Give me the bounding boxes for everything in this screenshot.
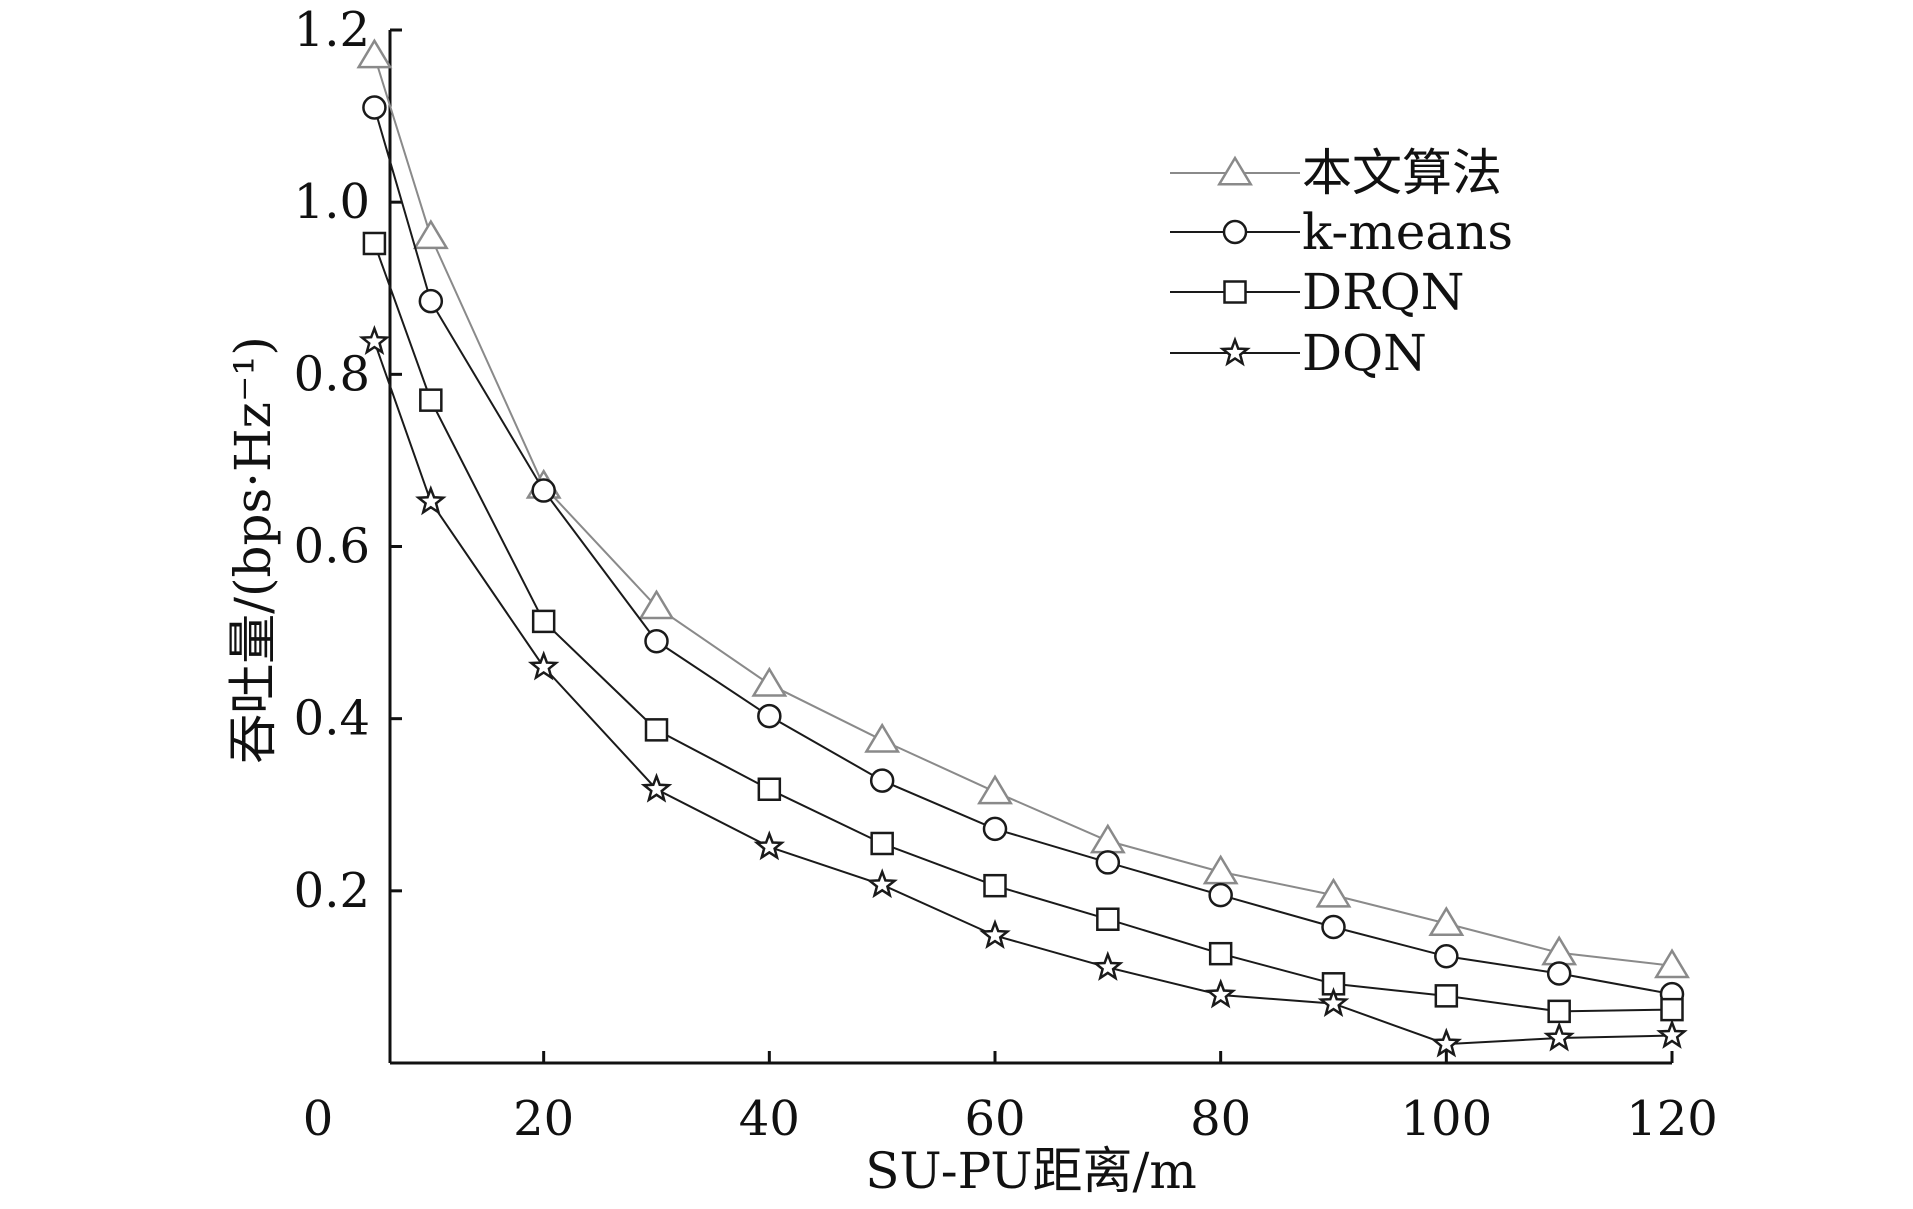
series-2 — [362, 95, 1685, 1007]
legend-marker — [1222, 219, 1248, 245]
series-lines — [356, 38, 1690, 1058]
data-point — [753, 830, 786, 861]
data-point — [418, 288, 444, 314]
data-point — [1315, 877, 1352, 908]
data-point — [979, 919, 1011, 949]
legend-marker — [1217, 155, 1253, 186]
legend-item: k-means — [1170, 203, 1513, 261]
data-point — [982, 816, 1008, 842]
data-point — [1546, 961, 1572, 986]
data-point — [864, 722, 901, 753]
legend-label: k-means — [1302, 203, 1513, 261]
y-tick-label: 1.0 — [294, 174, 370, 230]
data-point — [531, 478, 556, 503]
data-point — [1547, 999, 1571, 1024]
legend-item: DRQN — [1170, 263, 1464, 321]
data-point — [1208, 882, 1233, 908]
data-point — [1434, 984, 1459, 1008]
data-point — [1208, 941, 1233, 966]
legend-marker — [1219, 336, 1251, 367]
x-tick-label: 60 — [964, 1091, 1025, 1147]
y-axis-title: 吞吐量/(bps·Hz⁻¹) — [224, 336, 282, 764]
data-point — [1092, 950, 1124, 981]
data-point — [983, 873, 1007, 898]
tick-labels: 0 20 40 60 80 100 120 0.2 0.4 0.6 0.8 1.0 1.2 — [294, 2, 1718, 1147]
data-point — [358, 325, 391, 355]
data-point — [869, 768, 895, 793]
y-tick-label: 0.4 — [294, 691, 370, 747]
data-point — [644, 628, 669, 654]
data-point — [362, 95, 387, 120]
data-point — [1204, 978, 1237, 1009]
x-tick-label: 100 — [1401, 1091, 1493, 1147]
data-point — [866, 868, 898, 899]
data-point — [640, 772, 673, 803]
data-point — [362, 231, 387, 256]
data-point — [1321, 914, 1346, 940]
y-tick-label: 0.8 — [294, 346, 370, 402]
data-point — [1428, 906, 1465, 937]
legend-item: DQN — [1170, 324, 1427, 382]
data-point — [644, 718, 669, 742]
data-point — [638, 589, 675, 620]
series-line — [373, 243, 1673, 1013]
data-point — [531, 609, 556, 634]
data-point — [1095, 850, 1121, 875]
data-point — [356, 38, 393, 69]
x-axis-title: SU-PU距离/m — [865, 1142, 1197, 1200]
data-point — [412, 219, 449, 250]
y-tick-label: 0.6 — [294, 519, 370, 575]
data-point — [870, 831, 894, 856]
data-point — [751, 666, 788, 697]
x-tick-label: 40 — [739, 1091, 800, 1147]
x-tick-label: 0 — [303, 1091, 334, 1147]
x-tick-label: 120 — [1626, 1091, 1718, 1147]
data-point — [1096, 907, 1120, 931]
data-point — [1202, 854, 1239, 885]
legend-label: 本文算法 — [1302, 144, 1502, 202]
data-point — [1660, 997, 1684, 1022]
data-point — [757, 703, 782, 729]
data-point — [1089, 823, 1126, 854]
legend-label: DQN — [1302, 324, 1427, 382]
x-tick-label: 80 — [1190, 1091, 1251, 1147]
x-tick-label: 20 — [513, 1091, 574, 1147]
data-point — [1654, 948, 1690, 979]
data-point — [1434, 944, 1459, 969]
data-point — [419, 388, 443, 412]
data-point — [1656, 1018, 1688, 1049]
data-point — [1317, 987, 1350, 1017]
y-tick-label: 1.2 — [294, 2, 370, 58]
data-point — [1543, 1021, 1575, 1052]
data-point — [977, 774, 1013, 805]
legend-item: 本文算法 — [1170, 144, 1502, 202]
y-tick-label: 0.2 — [294, 863, 370, 919]
series-line — [373, 341, 1673, 1046]
data-point — [1430, 1027, 1463, 1058]
data-point — [415, 485, 447, 516]
series-1 — [356, 38, 1690, 979]
legend-marker — [1223, 280, 1247, 304]
series-3 — [362, 231, 1684, 1024]
legend-label: DRQN — [1302, 263, 1464, 321]
data-point — [757, 777, 782, 802]
series-4 — [358, 325, 1688, 1058]
data-point — [527, 650, 560, 681]
